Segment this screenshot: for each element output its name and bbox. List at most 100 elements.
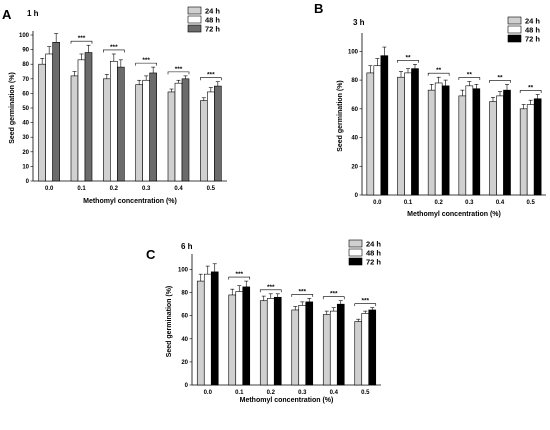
bar — [336, 303, 345, 386]
bar — [366, 72, 375, 196]
bar — [489, 101, 497, 196]
x-tick-label: 0.4 — [496, 200, 505, 206]
x-tick-label: 0.0 — [373, 200, 382, 206]
bar — [298, 305, 307, 386]
bar — [200, 100, 208, 182]
legend-swatch — [348, 257, 363, 266]
significance-label: *** — [361, 298, 369, 305]
significance-label: ** — [467, 72, 473, 79]
significance-bracket — [291, 294, 314, 297]
x-tick-label: 0.3 — [465, 200, 474, 206]
chart-panel-b: B 3 h 0 20 40 60 80 100 Seed germination (%) Meth… — [314, 1, 546, 218]
bar — [181, 78, 190, 182]
bar — [77, 59, 86, 182]
x-tick-label: 0.3 — [298, 390, 307, 396]
bar — [196, 280, 205, 386]
significance-label: *** — [298, 288, 306, 295]
legend-label: 24 h — [525, 17, 540, 26]
legend-swatch — [187, 6, 202, 15]
bar — [329, 310, 338, 386]
significance-label: *** — [175, 66, 183, 73]
bar — [496, 95, 504, 196]
significance-bracket — [427, 72, 450, 76]
y-tick-label: 20 — [22, 150, 29, 156]
y-tick-label: 40 — [181, 337, 188, 343]
bar — [361, 313, 370, 386]
x-tick-label: 0.5 — [361, 390, 370, 396]
bar — [52, 41, 60, 182]
x-tick-label: 0.1 — [235, 390, 244, 396]
significance-bracket — [519, 90, 542, 93]
y-tick-label: 100 — [178, 268, 189, 274]
y-axis-label: Seed germination (%) — [166, 286, 173, 358]
legend-label: 24 h — [366, 240, 381, 249]
y-tick-label: 100 — [19, 33, 30, 39]
significance-bracket — [135, 62, 157, 66]
y-tick-label: 80 — [351, 78, 358, 84]
bar — [441, 85, 450, 196]
bar — [242, 286, 251, 386]
bar — [404, 72, 412, 196]
y-tick-label: 20 — [181, 360, 188, 366]
legend-label: 48 h — [525, 26, 540, 35]
y-tick-label: 0 — [355, 193, 359, 199]
bar — [322, 314, 331, 386]
bar — [465, 85, 474, 196]
legend-label: 48 h — [205, 16, 220, 25]
bar — [266, 298, 275, 386]
legend-swatch — [348, 248, 363, 257]
bar — [458, 95, 467, 196]
significance-bracket — [167, 71, 190, 75]
y-tick-label: 40 — [351, 136, 358, 142]
panel-title: 3 h — [353, 18, 365, 27]
bar — [354, 321, 363, 386]
significance-bracket — [103, 49, 125, 53]
significance-label: ** — [497, 74, 503, 81]
significance-label: ** — [528, 84, 534, 91]
y-tick-label: 60 — [22, 91, 29, 97]
significance-label: ** — [436, 67, 442, 74]
significance-label: *** — [330, 291, 338, 298]
bar — [142, 79, 150, 182]
y-tick-label: 20 — [351, 164, 358, 170]
bar — [273, 296, 282, 386]
bar — [368, 309, 377, 386]
significance-label: *** — [142, 57, 150, 64]
legend-swatch — [187, 15, 202, 24]
legend-swatch — [507, 16, 522, 25]
y-axis-label: Seed germination (%) — [9, 72, 16, 144]
y-tick-label: 80 — [22, 62, 29, 68]
significance-bracket — [458, 77, 481, 81]
significance-bracket — [228, 276, 251, 280]
bar — [110, 60, 118, 182]
x-tick-label: 0.0 — [204, 390, 213, 396]
x-tick-label: 0.2 — [434, 200, 443, 206]
bar — [472, 88, 481, 196]
legend-label: 48 h — [366, 249, 381, 258]
x-tick-label: 0.0 — [45, 186, 54, 192]
bar — [207, 91, 215, 182]
x-tick-label: 0.2 — [267, 390, 276, 396]
y-tick-label: 60 — [351, 107, 358, 113]
significance-bracket — [489, 80, 511, 83]
bar — [117, 66, 125, 182]
panel-letter: A — [2, 7, 12, 22]
x-tick-label: 0.1 — [77, 186, 86, 192]
bar — [210, 271, 219, 386]
legend-label: 72 h — [525, 35, 540, 44]
x-axis-label: Methomyl concentration (%) — [240, 397, 334, 404]
y-axis-label: Seed germination (%) — [337, 80, 344, 152]
panel-title: 1 h — [27, 9, 39, 18]
significance-label: *** — [207, 72, 215, 79]
significance-bracket — [70, 40, 93, 44]
y-tick-label: 10 — [22, 164, 29, 170]
bar — [533, 98, 542, 196]
significance-bracket — [200, 77, 222, 81]
bar — [427, 89, 436, 196]
bar — [411, 68, 419, 196]
significance-label: ** — [405, 54, 411, 61]
x-tick-label: 0.5 — [207, 186, 216, 192]
legend-swatch — [348, 239, 363, 248]
bar — [397, 76, 405, 196]
significance-label: *** — [235, 271, 243, 278]
